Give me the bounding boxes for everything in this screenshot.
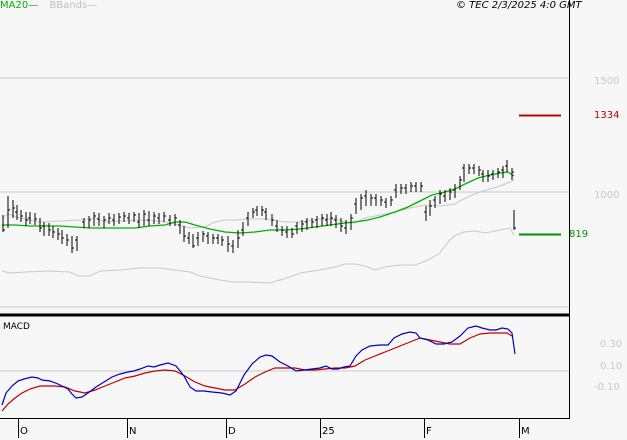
legend-bbands: BBands— — [49, 0, 98, 11]
signal-line — [1, 332, 513, 412]
resistance-label: 1334 — [594, 110, 620, 121]
x-label-2025: 25 — [322, 426, 335, 437]
x-ticks — [18, 419, 520, 438]
x-label-mar: M — [521, 426, 530, 437]
macd-label-neg010: -0.10 — [594, 382, 620, 393]
copyright-timestamp: © TEC 2/3/2025 4:0 GMT — [456, 0, 582, 11]
price-label-1500: 1500 — [594, 76, 620, 87]
macd-label-010: 0.10 — [600, 361, 623, 372]
legend-ma20: MA20— — [0, 0, 39, 11]
macd-title: MACD — [3, 322, 30, 332]
ohlc-bars — [2, 160, 516, 253]
ma20-line — [2, 171, 515, 234]
x-label-dec: D — [228, 426, 236, 437]
x-label-oct: O — [20, 426, 28, 437]
price-label-1000: 1000 — [594, 190, 620, 201]
x-label-feb: F — [426, 426, 432, 437]
support-label: 819 — [569, 229, 589, 240]
x-label-nov: N — [129, 426, 137, 437]
bband-lower — [1, 227, 515, 284]
macd-label-030: 0.30 — [600, 339, 623, 350]
bband-upper — [1, 179, 515, 229]
macd-line — [1, 325, 516, 406]
indicator-legend: MA20— BBands— — [0, 0, 97, 12]
